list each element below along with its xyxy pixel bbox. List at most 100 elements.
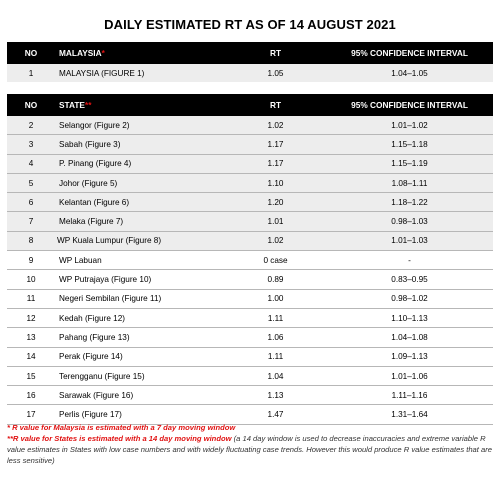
row-name: Kelantan (Figure 6) — [55, 192, 225, 213]
row-ci: 1.01–1.02 — [326, 116, 493, 136]
header-state-marker: ** — [84, 100, 92, 110]
footnote-malaysia: * R value for Malaysia is estimated with… — [7, 423, 236, 432]
row-no: 14 — [7, 347, 55, 367]
header-malaysia: MALAYSIA* — [55, 42, 225, 64]
row-ci: 1.15–1.19 — [326, 154, 493, 174]
row-name: Melaka (Figure 7) — [55, 211, 225, 232]
row-name: Sabah (Figure 3) — [55, 134, 225, 155]
header-state-label: STATE — [59, 100, 85, 110]
row-name: Sarawak (Figure 16) — [55, 385, 225, 406]
row-ci: 0.98–1.02 — [326, 289, 493, 309]
header-no: NO — [7, 94, 55, 116]
row-rt: 1.20 — [225, 192, 326, 213]
table-row: 10 WP Putrajaya (Figure 10) 0.89 0.83–0.95 — [7, 269, 493, 290]
malaysia-table-header: NO MALAYSIA* RT 95% CONFIDENCE INTERVAL — [7, 42, 493, 64]
table-row: 17 Perlis (Figure 17) 1.47 1.31–1.64 — [7, 404, 493, 425]
row-name: Terengganu (Figure 15) — [55, 366, 225, 387]
row-ci: 1.01–1.06 — [326, 366, 493, 387]
row-ci: 1.08–1.11 — [326, 173, 493, 194]
malaysia-table: NO MALAYSIA* RT 95% CONFIDENCE INTERVAL … — [7, 42, 493, 83]
table-row: 3 Sabah (Figure 3) 1.17 1.15–1.18 — [7, 134, 493, 155]
table-row: 7 Melaka (Figure 7) 1.01 0.98–1.03 — [7, 211, 493, 232]
footnote-states-detail: (a 14 day window is used to decrease ina… — [7, 434, 492, 465]
row-no: 5 — [7, 173, 55, 194]
table-row: 12 Kedah (Figure 12) 1.11 1.10–1.13 — [7, 308, 493, 329]
row-name: Perlis (Figure 17) — [55, 404, 225, 425]
row-name: Negeri Sembilan (Figure 11) — [55, 289, 225, 309]
row-no: 7 — [7, 211, 55, 232]
row-ci: 0.98–1.03 — [326, 211, 493, 232]
row-name: P. Pinang (Figure 4) — [55, 154, 225, 174]
row-ci: 1.09–1.13 — [326, 347, 493, 367]
header-state: STATE** — [55, 94, 225, 116]
row-no: 9 — [7, 250, 55, 271]
row-ci: 1.18–1.22 — [326, 192, 493, 213]
table-row: 6 Kelantan (Figure 6) 1.20 1.18–1.22 — [7, 192, 493, 213]
row-no: 10 — [7, 269, 55, 290]
row-rt: 1.01 — [225, 211, 326, 232]
row-rt: 0.89 — [225, 269, 326, 290]
row-no: 4 — [7, 154, 55, 174]
header-no: NO — [7, 42, 55, 64]
row-name: WP Kuala Lumpur (Figure 8) — [55, 231, 225, 252]
table-row: 11 Negeri Sembilan (Figure 11) 1.00 0.98–1.… — [7, 289, 493, 309]
header-malaysia-marker: * — [101, 48, 105, 58]
header-ci: 95% CONFIDENCE INTERVAL — [326, 94, 493, 116]
table-row: 4 P. Pinang (Figure 4) 1.17 1.15–1.19 — [7, 154, 493, 174]
row-rt: 1.47 — [225, 404, 326, 425]
row-ci: 1.11–1.16 — [326, 385, 493, 406]
row-no: 3 — [7, 134, 55, 155]
states-table-header: NO STATE** RT 95% CONFIDENCE INTERVAL — [7, 94, 493, 116]
row-ci: 1.01–1.03 — [326, 231, 493, 252]
row-name: Perak (Figure 14) — [55, 347, 225, 367]
report-title: DAILY ESTIMATED RT AS OF 14 AUGUST 2021 — [104, 17, 396, 32]
row-rt: 1.06 — [225, 327, 326, 348]
row-no: 17 — [7, 404, 55, 425]
row-name: Pahang (Figure 13) — [55, 327, 225, 348]
row-rt: 1.10 — [225, 173, 326, 194]
table-row: 5 Johor (Figure 5) 1.10 1.08–1.11 — [7, 173, 493, 194]
table-row: 8 WP Kuala Lumpur (Figure 8) 1.02 1.01–1.03 — [7, 231, 493, 252]
row-ci: 0.83–0.95 — [326, 269, 493, 290]
row-rt: 1.13 — [225, 385, 326, 406]
row-no: 13 — [7, 327, 55, 348]
row-ci: 1.15–1.18 — [326, 134, 493, 155]
row-ci: 1.04–1.05 — [326, 64, 493, 83]
row-name: Selangor (Figure 2) — [55, 116, 225, 136]
row-ci: - — [326, 250, 493, 271]
row-rt: 0 case — [225, 250, 326, 271]
row-no: 2 — [7, 116, 55, 136]
row-name: WP Putrajaya (Figure 10) — [55, 269, 225, 290]
row-rt: 1.17 — [225, 154, 326, 174]
row-name: WP Labuan — [55, 250, 225, 271]
table-row: 16 Sarawak (Figure 16) 1.13 1.11–1.16 — [7, 385, 493, 406]
table-row: 13 Pahang (Figure 13) 1.06 1.04–1.08 — [7, 327, 493, 348]
row-rt: 1.02 — [225, 231, 326, 252]
row-rt: 1.05 — [225, 64, 326, 83]
row-no: 15 — [7, 366, 55, 387]
row-name: MALAYSIA (FIGURE 1) — [55, 64, 225, 83]
row-no: 16 — [7, 385, 55, 406]
row-ci: 1.31–1.64 — [326, 404, 493, 425]
header-rt: RT — [225, 94, 326, 116]
header-rt: RT — [225, 42, 326, 64]
row-ci: 1.10–1.13 — [326, 308, 493, 329]
row-rt: 1.04 — [225, 366, 326, 387]
header-ci: 95% CONFIDENCE INTERVAL — [326, 42, 493, 64]
row-no: 12 — [7, 308, 55, 329]
row-name: Kedah (Figure 12) — [55, 308, 225, 329]
row-name: Johor (Figure 5) — [55, 173, 225, 194]
row-no: 8 — [7, 231, 55, 252]
footnote-states: **R value for States is estimated with a… — [7, 433, 495, 466]
row-no: 6 — [7, 192, 55, 213]
table-row: 15 Terengganu (Figure 15) 1.04 1.01–1.06 — [7, 366, 493, 387]
row-rt: 1.17 — [225, 134, 326, 155]
footnote-states-lead: **R value for States is estimated with a… — [7, 434, 232, 443]
row-rt: 1.00 — [225, 289, 326, 309]
row-no: 1 — [7, 64, 55, 83]
row-no: 11 — [7, 289, 55, 309]
row-rt: 1.11 — [225, 347, 326, 367]
row-ci: 1.04–1.08 — [326, 327, 493, 348]
